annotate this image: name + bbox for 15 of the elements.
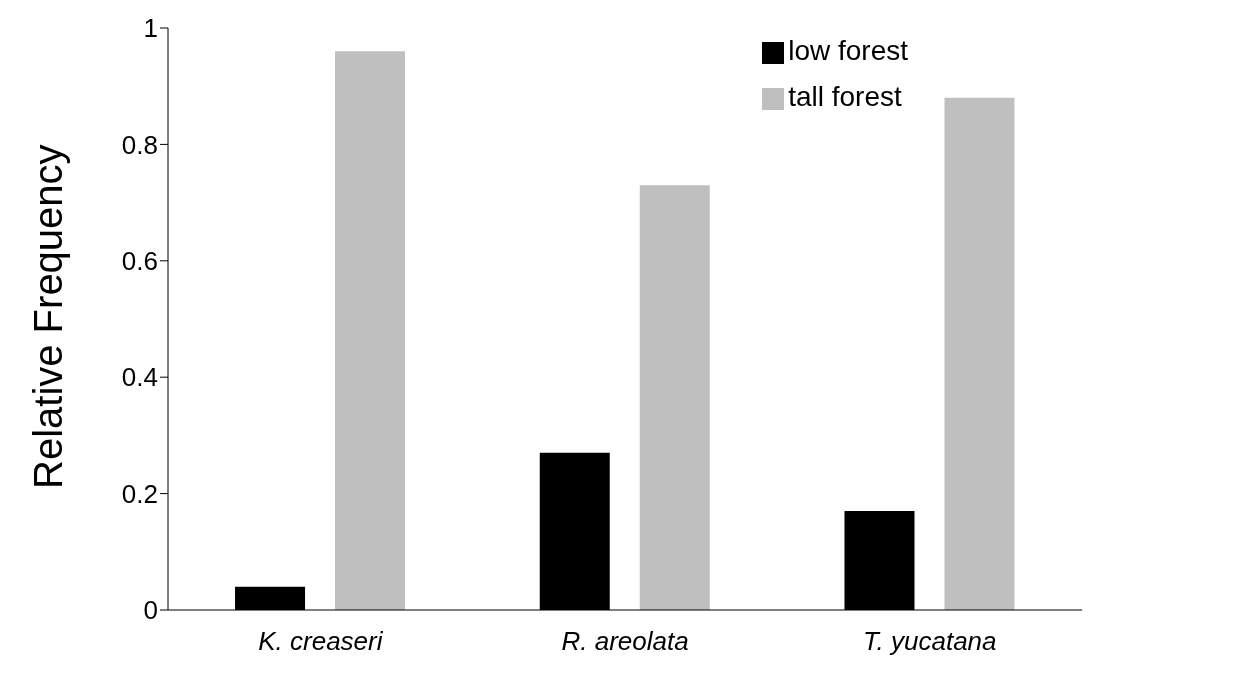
y-axis-title: Relative Frequency [26, 144, 71, 489]
legend-label: low forest [788, 35, 908, 66]
bar [335, 51, 406, 610]
y-tick-label: 0.4 [121, 362, 158, 393]
bar [639, 185, 710, 610]
x-tick-label: R. areolata [561, 626, 689, 657]
y-tick-label: 0.6 [121, 246, 158, 277]
y-tick-label: 0.8 [121, 129, 158, 160]
y-tick-label: 0 [143, 595, 158, 626]
y-tick-label: 0.2 [121, 478, 158, 509]
x-tick-label: K. creaseri [258, 626, 384, 657]
x-tick-label: T. yucatana [863, 626, 997, 657]
y-tick-label: 1 [143, 13, 158, 44]
bar [944, 97, 1015, 610]
legend-label: tall forest [788, 81, 902, 112]
